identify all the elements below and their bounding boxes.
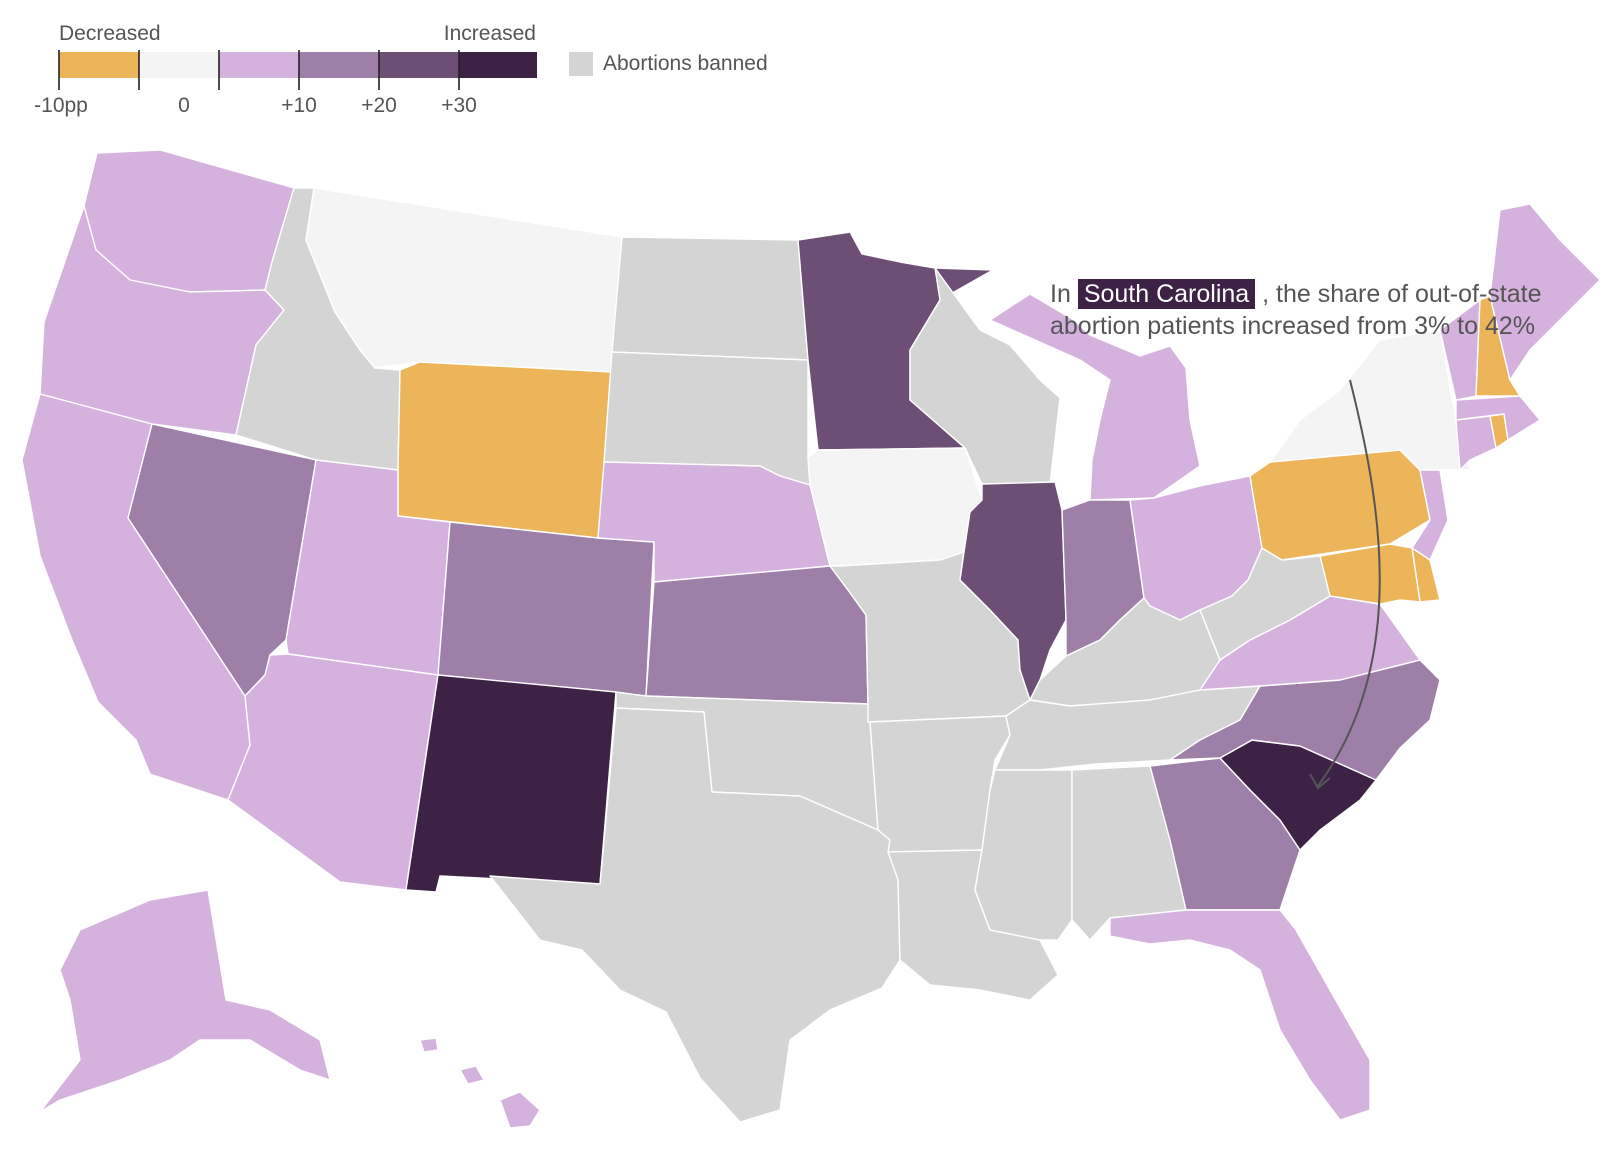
legend-swatch-banned (569, 52, 593, 76)
legend-tick-label: +10 (281, 94, 317, 117)
legend-swatch-plus10 (219, 52, 299, 78)
state-hawaii-oahu[interactable] (419, 1037, 439, 1053)
state-kansas[interactable] (645, 565, 869, 705)
state-north-dakota[interactable] (611, 236, 809, 361)
annotation-arrow-head (1309, 773, 1331, 790)
legend: Decreased Increased -10pp 0 +10 +20 +30 … (34, 22, 768, 117)
state-florida[interactable] (1109, 909, 1371, 1121)
annotation-arrow (1317, 379, 1381, 787)
state-pennsylvania[interactable] (1249, 449, 1431, 561)
state-new-hampshire[interactable] (1475, 295, 1521, 397)
legend-tick-label: 0 (178, 94, 190, 117)
legend-swatch-plus30 (379, 52, 459, 78)
state-arizona[interactable] (227, 653, 439, 891)
state-connecticut[interactable] (1455, 415, 1497, 471)
legend-swatch-decreased (59, 52, 139, 78)
state-hawaii[interactable] (499, 1091, 541, 1129)
state-wyoming[interactable] (397, 361, 613, 539)
state-mississippi[interactable] (974, 769, 1073, 941)
annotation-text: In South Carolina , the share of out-of-… (1050, 278, 1610, 342)
legend-decreased-label: Decreased (59, 22, 161, 45)
legend-tick-lines (58, 50, 460, 90)
annotation-suffix: , the share of out-of-state abortion pat… (1050, 280, 1542, 340)
legend-tick-label: +20 (361, 94, 397, 117)
legend-tick-label: -10pp (34, 94, 88, 117)
state-iowa[interactable] (807, 447, 983, 567)
annotation-highlight: South Carolina (1077, 279, 1256, 309)
legend-banned-label: Abortions banned (603, 52, 768, 75)
state-maryland[interactable] (1319, 543, 1421, 605)
legend-increased-label: Increased (444, 22, 536, 45)
state-maine[interactable] (1489, 203, 1601, 381)
legend-swatch-plus20 (299, 52, 379, 78)
state-new-york[interactable] (1269, 329, 1471, 471)
state-hawaii-maui[interactable] (459, 1065, 485, 1085)
legend-tick-label: +30 (441, 94, 477, 117)
state-michigan[interactable] (989, 293, 1201, 501)
states-layer (21, 149, 1601, 1129)
legend-swatch-plus30-plus (459, 52, 537, 78)
state-new-mexico[interactable] (405, 674, 617, 893)
state-alaska[interactable] (39, 889, 331, 1113)
annotation-prefix: In (1050, 280, 1071, 308)
state-texas[interactable] (489, 707, 901, 1123)
state-colorado[interactable] (437, 521, 655, 697)
legend-swatch-no-change (139, 52, 219, 78)
